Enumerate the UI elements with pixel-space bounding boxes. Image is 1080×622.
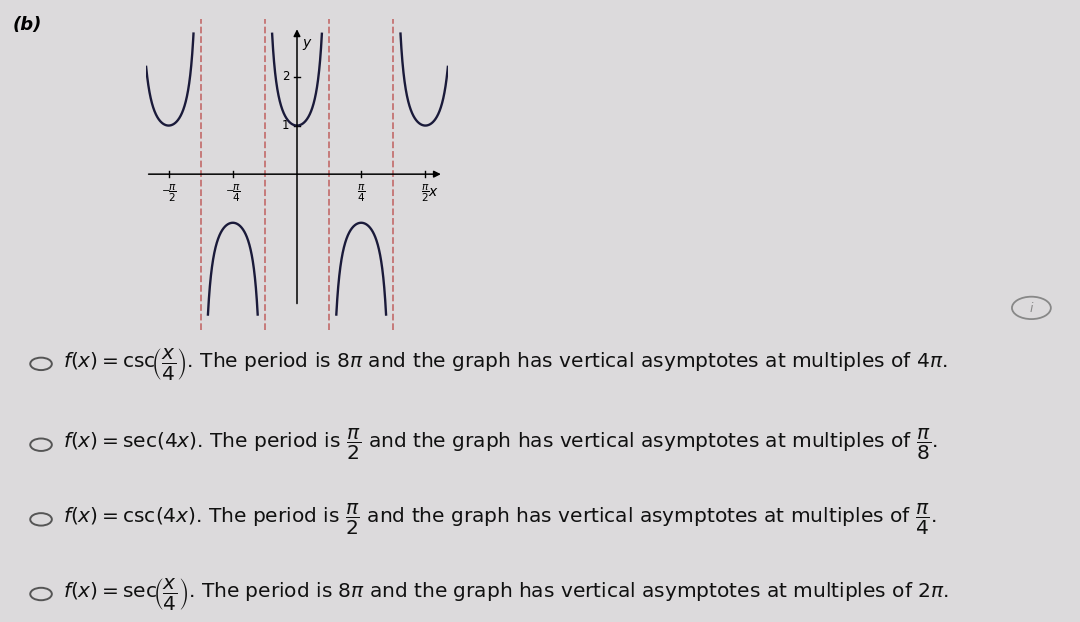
Text: (b): (b)	[13, 16, 42, 34]
Text: $\dfrac{\pi}{2}$: $\dfrac{\pi}{2}$	[421, 183, 430, 204]
Text: $f(x) = \mathrm{sec}\!\left(\dfrac{x}{4}\right)$. The period is $8\pi$ and the g: $f(x) = \mathrm{sec}\!\left(\dfrac{x}{4}…	[63, 576, 948, 612]
Text: 2: 2	[282, 70, 289, 83]
Text: $f(x) = \mathrm{csc}(4x)$. The period is $\dfrac{\pi}{2}$ and the graph has vert: $f(x) = \mathrm{csc}(4x)$. The period is…	[63, 502, 936, 537]
Text: $x$: $x$	[429, 185, 440, 199]
Text: $f(x) = \mathrm{sec}(4x)$. The period is $\dfrac{\pi}{2}$ and the graph has vert: $f(x) = \mathrm{sec}(4x)$. The period is…	[63, 427, 937, 462]
Text: $-\!\dfrac{\pi}{2}$: $-\!\dfrac{\pi}{2}$	[161, 183, 176, 204]
Text: $y$: $y$	[302, 37, 312, 52]
Text: $-\!\dfrac{\pi}{4}$: $-\!\dfrac{\pi}{4}$	[225, 183, 241, 204]
Text: $\dfrac{\pi}{4}$: $\dfrac{\pi}{4}$	[356, 183, 365, 204]
Text: $f(x) = \mathrm{csc}\!\left(\dfrac{x}{4}\right)$. The period is $8\pi$ and the g: $f(x) = \mathrm{csc}\!\left(\dfrac{x}{4}…	[63, 346, 947, 382]
Text: 1: 1	[282, 119, 289, 132]
Text: $i$: $i$	[1028, 301, 1035, 315]
